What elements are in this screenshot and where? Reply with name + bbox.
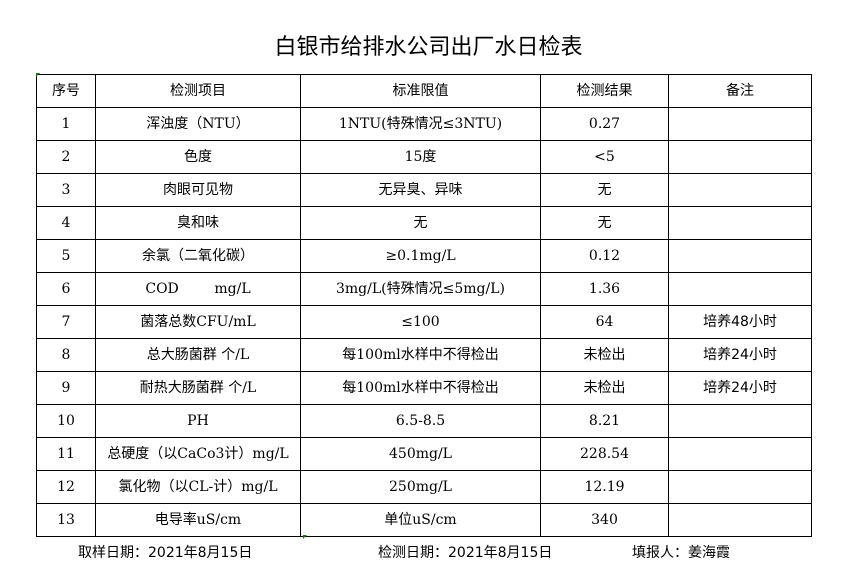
cell-marker — [36, 73, 40, 77]
row-number: 6 — [36, 272, 96, 306]
standard-limit: 无异臭、异味 — [300, 173, 541, 207]
test-item: 电导率uS/cm — [95, 503, 301, 537]
test-item: 耐热大肠菌群 个/L — [95, 371, 301, 405]
test-result: 8.21 — [540, 404, 669, 438]
table-row: 5 余氯（二氧化碳） ≥0.1mg/L 0.12 — [36, 239, 812, 273]
test-result: 228.54 — [540, 437, 669, 471]
remark — [668, 404, 812, 438]
row-number: 5 — [36, 239, 96, 273]
row-number: 1 — [36, 107, 96, 141]
test-item: COD mg/L — [95, 272, 301, 306]
table-row: 1 浑浊度（NTU） 1NTU(特殊情况≤3NTU) 0.27 — [36, 107, 812, 141]
row-number: 8 — [36, 338, 96, 372]
test-result: 64 — [540, 305, 669, 339]
test-result: 0.27 — [540, 107, 669, 141]
standard-limit: 3mg/L(特殊情况≤5mg/L) — [300, 272, 541, 306]
row-number: 11 — [36, 437, 96, 471]
table-row: 7 菌落总数CFU/mL ≤100 64 培养48小时 — [36, 305, 812, 339]
row-number: 13 — [36, 503, 96, 537]
remark — [668, 140, 812, 174]
standard-limit: 450mg/L — [300, 437, 541, 471]
standard-limit: 6.5-8.5 — [300, 404, 541, 438]
remark — [668, 239, 812, 273]
standard-limit: 无 — [300, 206, 541, 240]
test-item: 氯化物（以CL-计）mg/L — [95, 470, 301, 504]
remark — [668, 437, 812, 471]
remark — [668, 272, 812, 306]
table-row: 9 耐热大肠菌群 个/L 每100ml水样中不得检出 未检出 培养24小时 — [36, 371, 812, 405]
row-number: 2 — [36, 140, 96, 174]
cell-marker — [303, 535, 307, 539]
test-result: 无 — [540, 206, 669, 240]
table-row: 6 COD mg/L 3mg/L(特殊情况≤5mg/L) 1.36 — [36, 272, 812, 306]
remark — [668, 503, 812, 537]
test-result: 未检出 — [540, 371, 669, 405]
row-number: 7 — [36, 305, 96, 339]
remark — [668, 173, 812, 207]
test-result: 340 — [540, 503, 669, 537]
header-row: 序号 检测项目 标准限值 检测结果 备注 — [36, 74, 812, 108]
remark: 培养24小时 — [668, 338, 812, 372]
row-number: 3 — [36, 173, 96, 207]
test-item: 总硬度（以CaCo3计）mg/L — [95, 437, 301, 471]
test-result: 0.12 — [540, 239, 669, 273]
table-row: 10 PH 6.5-8.5 8.21 — [36, 404, 812, 438]
standard-limit: 每100ml水样中不得检出 — [300, 371, 541, 405]
remark: 培养24小时 — [668, 371, 812, 405]
test-item: 菌落总数CFU/mL — [95, 305, 301, 339]
test-item: 余氯（二氧化碳） — [95, 239, 301, 273]
standard-limit: ≥0.1mg/L — [300, 239, 541, 273]
standard-limit: 15度 — [300, 140, 541, 174]
row-number: 12 — [36, 470, 96, 504]
standard-limit: 1NTU(特殊情况≤3NTU) — [300, 107, 541, 141]
table-row: 11 总硬度（以CaCo3计）mg/L 450mg/L 228.54 — [36, 437, 812, 471]
row-number: 4 — [36, 206, 96, 240]
table-row: 4 臭和味无无 — [36, 206, 812, 240]
row-number: 10 — [36, 404, 96, 438]
test-result: 未检出 — [540, 338, 669, 372]
test-item: PH — [95, 404, 301, 438]
standard-limit: 单位uS/cm — [300, 503, 541, 537]
test-result: <5 — [540, 140, 669, 174]
header-cell: 标准限值 — [300, 74, 541, 108]
remark — [668, 107, 812, 141]
header-cell: 序号 — [36, 74, 96, 108]
table-row: 3 肉眼可见物 无异臭、异味无 — [36, 173, 812, 207]
header-cell: 检测项目 — [95, 74, 301, 108]
test-item: 色度 — [95, 140, 301, 174]
inspection-table: 序号 检测项目 标准限值 检测结果 备注 1 浑浊度（NTU） 1NTU(特殊情况≤… — [36, 74, 812, 537]
test-item: 肉眼可见物 — [95, 173, 301, 207]
standard-limit: ≤100 — [300, 305, 541, 339]
standard-limit: 250mg/L — [300, 470, 541, 504]
test-item: 浑浊度（NTU） — [95, 107, 301, 141]
reporter: 填报人：姜海霞 — [632, 545, 730, 561]
test-item: 总大肠菌群 个/L — [95, 338, 301, 372]
table-row: 13 电导率uS/cm 单位uS/cm 340 — [36, 503, 812, 537]
header-cell: 检测结果 — [540, 74, 669, 108]
test-date: 检测日期：2021年8月15日 — [378, 545, 553, 561]
test-item: 臭和味 — [95, 206, 301, 240]
test-result: 无 — [540, 173, 669, 207]
test-result: 1.36 — [540, 272, 669, 306]
test-result: 12.19 — [540, 470, 669, 504]
row-number: 9 — [36, 371, 96, 405]
remark: 培养48小时 — [668, 305, 812, 339]
header-cell: 备注 — [668, 74, 812, 108]
table-row: 2 色度 15度 <5 — [36, 140, 812, 174]
remark — [668, 470, 812, 504]
table-row: 8 总大肠菌群 个/L 每100ml水样中不得检出 未检出 培养24小时 — [36, 338, 812, 372]
remark — [668, 206, 812, 240]
table-row: 12 氯化物（以CL-计）mg/L 250mg/L 12.19 — [36, 470, 812, 504]
sample-date: 取样日期：2021年8月15日 — [78, 545, 253, 561]
page-title: 白银市给排水公司出厂水日检表 — [274, 35, 583, 60]
standard-limit: 每100ml水样中不得检出 — [300, 338, 541, 372]
